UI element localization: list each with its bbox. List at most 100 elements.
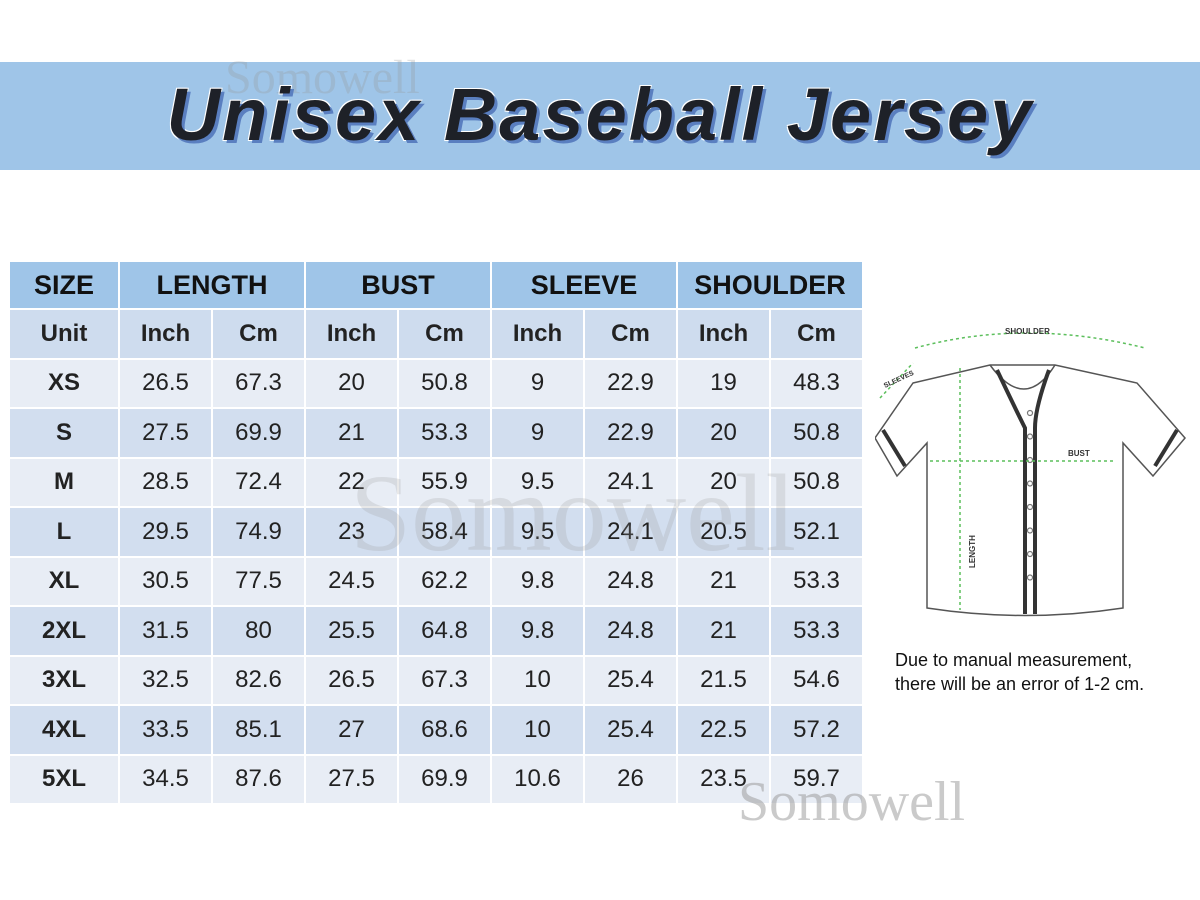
value-cell: 21.5: [678, 656, 769, 704]
value-cell: 34.5: [120, 755, 211, 803]
value-cell: 22.9: [585, 359, 676, 407]
value-cell: 74.9: [213, 508, 304, 556]
value-cell: 64.8: [399, 607, 490, 655]
value-cell: 59.7: [771, 755, 862, 803]
value-cell: 20.5: [678, 508, 769, 556]
value-cell: 29.5: [120, 508, 211, 556]
bust-label: BUST: [1068, 449, 1090, 458]
value-cell: 62.2: [399, 557, 490, 605]
value-cell: 27: [306, 706, 397, 754]
unit-row: Unit Inch Cm Inch Cm Inch Cm Inch Cm: [10, 310, 862, 358]
value-cell: 23: [306, 508, 397, 556]
value-cell: 50.8: [771, 409, 862, 457]
value-cell: 50.8: [399, 359, 490, 407]
value-cell: 19: [678, 359, 769, 407]
value-cell: 22.5: [678, 706, 769, 754]
unit-cell: Inch: [678, 310, 769, 358]
value-cell: 68.6: [399, 706, 490, 754]
value-cell: 53.3: [771, 607, 862, 655]
value-cell: 9.5: [492, 458, 583, 506]
table-row: 4XL 33.5 85.1 27 68.6 10 25.4 22.5 57.2: [10, 706, 862, 754]
value-cell: 21: [306, 409, 397, 457]
value-cell: 25.4: [585, 706, 676, 754]
value-cell: 48.3: [771, 359, 862, 407]
value-cell: 9: [492, 409, 583, 457]
value-cell: 58.4: [399, 508, 490, 556]
value-cell: 87.6: [213, 755, 304, 803]
value-cell: 10.6: [492, 755, 583, 803]
value-cell: 80: [213, 607, 304, 655]
value-cell: 53.3: [771, 557, 862, 605]
value-cell: 33.5: [120, 706, 211, 754]
title-banner: [0, 62, 1200, 170]
value-cell: 53.3: [399, 409, 490, 457]
value-cell: 77.5: [213, 557, 304, 605]
size-cell: L: [10, 508, 118, 556]
jersey-button: [1026, 456, 1034, 464]
value-cell: 55.9: [399, 458, 490, 506]
value-cell: 21: [678, 607, 769, 655]
value-cell: 67.3: [399, 656, 490, 704]
note-line: there will be an error of 1-2 cm.: [895, 674, 1145, 694]
table-row: L 29.5 74.9 23 58.4 9.5 24.1 20.5 52.1: [10, 508, 862, 556]
table-row: M 28.5 72.4 22 55.9 9.5 24.1 20 50.8: [10, 458, 862, 506]
table-row: 5XL 34.5 87.6 27.5 69.9 10.6 26 23.5 59.7: [10, 755, 862, 803]
value-cell: 23.5: [678, 755, 769, 803]
value-cell: 72.4: [213, 458, 304, 506]
value-cell: 24.1: [585, 458, 676, 506]
value-cell: 85.1: [213, 706, 304, 754]
value-cell: 22: [306, 458, 397, 506]
value-cell: 24.1: [585, 508, 676, 556]
jersey-button: [1026, 409, 1034, 417]
jersey-button: [1026, 574, 1034, 581]
value-cell: 32.5: [120, 656, 211, 704]
jersey-button: [1026, 503, 1034, 511]
value-cell: 26.5: [120, 359, 211, 407]
table-row: XL 30.5 77.5 24.5 62.2 9.8 24.8 21 53.3: [10, 557, 862, 605]
value-cell: 69.9: [399, 755, 490, 803]
value-cell: 9: [492, 359, 583, 407]
unit-cell: Inch: [120, 310, 211, 358]
value-cell: 24.5: [306, 557, 397, 605]
table-row: 2XL 31.5 80 25.5 64.8 9.8 24.8 21 53.3: [10, 607, 862, 655]
value-cell: 26: [585, 755, 676, 803]
size-cell: XL: [10, 557, 118, 605]
col-size: SIZE: [10, 262, 118, 308]
value-cell: 20: [678, 458, 769, 506]
group-header-row: SIZE LENGTH BUST SLEEVE SHOULDER: [10, 262, 862, 308]
value-cell: 25.5: [306, 607, 397, 655]
size-cell: S: [10, 409, 118, 457]
measurement-note: Due to manual measurement, there will be…: [895, 648, 1144, 696]
value-cell: 27.5: [120, 409, 211, 457]
value-cell: 10: [492, 706, 583, 754]
size-cell: M: [10, 458, 118, 506]
value-cell: 22.9: [585, 409, 676, 457]
value-cell: 28.5: [120, 458, 211, 506]
value-cell: 57.2: [771, 706, 862, 754]
unit-cell: Cm: [771, 310, 862, 358]
jersey-diagram: SHOULDER SLEEVES BUST LENGTH: [875, 327, 1186, 617]
col-sleeve: SLEEVE: [492, 262, 676, 308]
col-bust: BUST: [306, 262, 490, 308]
value-cell: 21: [678, 557, 769, 605]
value-cell: 67.3: [213, 359, 304, 407]
size-cell: XS: [10, 359, 118, 407]
unit-cell: Unit: [10, 310, 118, 358]
col-shoulder: SHOULDER: [678, 262, 862, 308]
unit-cell: Cm: [213, 310, 304, 358]
unit-cell: Cm: [585, 310, 676, 358]
jersey-button: [1026, 527, 1034, 534]
unit-cell: Inch: [492, 310, 583, 358]
value-cell: 31.5: [120, 607, 211, 655]
value-cell: 9.5: [492, 508, 583, 556]
size-chart-table: SIZE LENGTH BUST SLEEVE SHOULDER Unit Inc…: [8, 260, 864, 805]
size-cell: 4XL: [10, 706, 118, 754]
table-row: 3XL 32.5 82.6 26.5 67.3 10 25.4 21.5 54.6: [10, 656, 862, 704]
value-cell: 24.8: [585, 557, 676, 605]
value-cell: 26.5: [306, 656, 397, 704]
col-length: LENGTH: [120, 262, 304, 308]
note-line: Due to manual measurement,: [895, 650, 1133, 670]
value-cell: 82.6: [213, 656, 304, 704]
jersey-button: [1026, 433, 1034, 440]
value-cell: 52.1: [771, 508, 862, 556]
